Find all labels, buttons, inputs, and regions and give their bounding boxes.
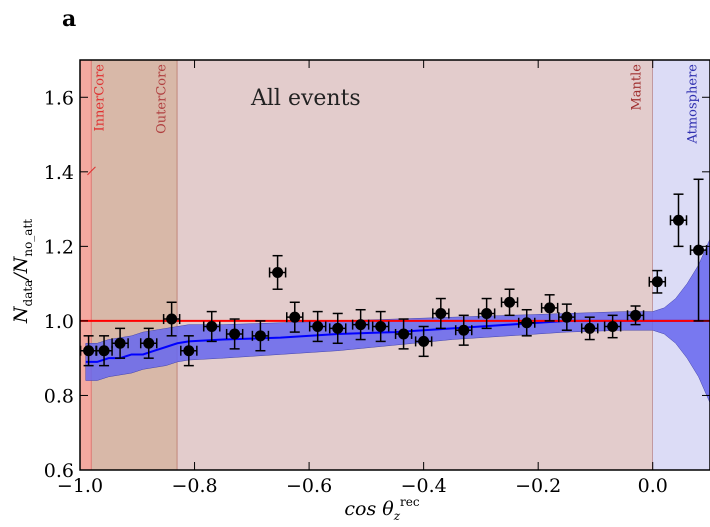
data-point-marker [98, 345, 110, 357]
data-point-marker [289, 311, 301, 323]
region-labels: InnerCore OuterCore Mantle Atmosphere [87, 64, 701, 176]
data-point [603, 314, 622, 339]
x-tick-label: −0.6 [286, 475, 332, 497]
region-label-mantle: Mantle [630, 64, 645, 111]
data-point [371, 310, 390, 343]
data-point [139, 327, 158, 359]
data-points [79, 178, 708, 367]
data-point-marker [673, 214, 684, 226]
x-axis-label: cos θzrec [344, 495, 419, 523]
y-tick-label: 1.4 [44, 162, 74, 184]
panel-label: a [62, 6, 76, 32]
innercore-pointer [87, 166, 96, 176]
data-point-marker [435, 307, 447, 319]
data-point [558, 303, 576, 331]
data-point-marker [607, 321, 619, 332]
data-point-marker [183, 345, 195, 357]
data-point [308, 310, 327, 343]
data-point [689, 178, 708, 322]
data-point-marker [206, 321, 218, 332]
data-point-marker [651, 276, 663, 288]
region-label-innercore: InnerCore [92, 64, 107, 132]
x-tick-label: −0.4 [401, 475, 447, 497]
y-axis-label-sub2: no_att [21, 219, 35, 257]
data-point-marker [355, 319, 367, 331]
x-tick-label: −0.2 [515, 475, 561, 497]
data-point [328, 312, 347, 345]
region-mantle [177, 60, 653, 470]
region-outercore [91, 60, 178, 470]
y-axis-label-sub1: data [21, 280, 35, 307]
data-point [180, 335, 198, 367]
data-point [500, 288, 519, 317]
plot-frame [79, 59, 710, 471]
x-tick-label: 0.0 [638, 475, 668, 497]
data-point [111, 327, 129, 359]
x-axis-label-sub: z [393, 509, 401, 523]
data-point-marker [332, 322, 344, 334]
y-axis-label: Ndata/Nno_att [10, 219, 35, 324]
data-point [648, 269, 667, 294]
x-axis-label-sup: rec [400, 495, 420, 509]
data-point [268, 254, 287, 290]
data-point-marker [504, 296, 516, 308]
region-backgrounds [80, 60, 710, 470]
data-point-marker [630, 309, 642, 321]
data-point [202, 310, 221, 343]
data-point [626, 305, 645, 326]
region-innercore [80, 60, 92, 470]
data-point-marker [254, 330, 266, 342]
data-point [95, 335, 113, 367]
data-point [414, 325, 433, 358]
data-point-marker [458, 324, 470, 336]
y-tick-label: 1.0 [44, 311, 74, 333]
data-point-marker [584, 322, 596, 334]
region-label-atmosphere: Atmosphere [686, 64, 701, 145]
data-point [351, 308, 370, 341]
data-point-marker [229, 328, 241, 340]
data-point [251, 320, 270, 352]
data-point-marker [143, 337, 155, 349]
y-tick-label: 0.8 [44, 385, 74, 407]
data-point-marker [693, 244, 705, 256]
data-point [454, 314, 473, 346]
data-point [225, 318, 244, 350]
y-axis-label-n1: N [10, 305, 32, 324]
data-point [540, 294, 559, 322]
data-point-marker [561, 311, 573, 323]
x-tick-label: −1.0 [57, 475, 103, 497]
y-tick-label: 1.6 [44, 87, 74, 109]
x-axis-label-main: cos θ [344, 498, 394, 520]
data-point [394, 318, 413, 350]
y-tick-label: 0.6 [44, 460, 74, 482]
data-point-marker [114, 337, 126, 349]
data-point [286, 301, 304, 333]
data-point [669, 193, 688, 248]
y-tick-label: 1.2 [44, 236, 74, 258]
data-point-marker [166, 313, 178, 325]
data-point [517, 308, 536, 337]
data-point-marker [83, 345, 95, 357]
axes: −1.0 −0.8 −0.6 −0.4 −0.2 0.0 0.6 0.8 1.0 1.2 1.4 1.… [44, 59, 710, 497]
x-tick-label: −0.8 [171, 475, 217, 497]
data-point-marker [418, 335, 430, 347]
data-point-marker [398, 328, 410, 340]
data-point-marker [375, 321, 387, 332]
data-point-marker [544, 302, 556, 314]
data-point [432, 297, 450, 330]
data-point-marker [272, 266, 284, 278]
data-point [580, 316, 599, 341]
y-axis-label-mid: /N [10, 255, 32, 281]
data-point [162, 301, 181, 337]
data-point [477, 297, 496, 330]
annotation-all-events: All events [250, 86, 361, 111]
data-point-marker [481, 307, 493, 319]
region-label-outercore: OuterCore [154, 64, 169, 134]
data-point-marker [521, 317, 533, 329]
data-point-marker [312, 321, 324, 332]
